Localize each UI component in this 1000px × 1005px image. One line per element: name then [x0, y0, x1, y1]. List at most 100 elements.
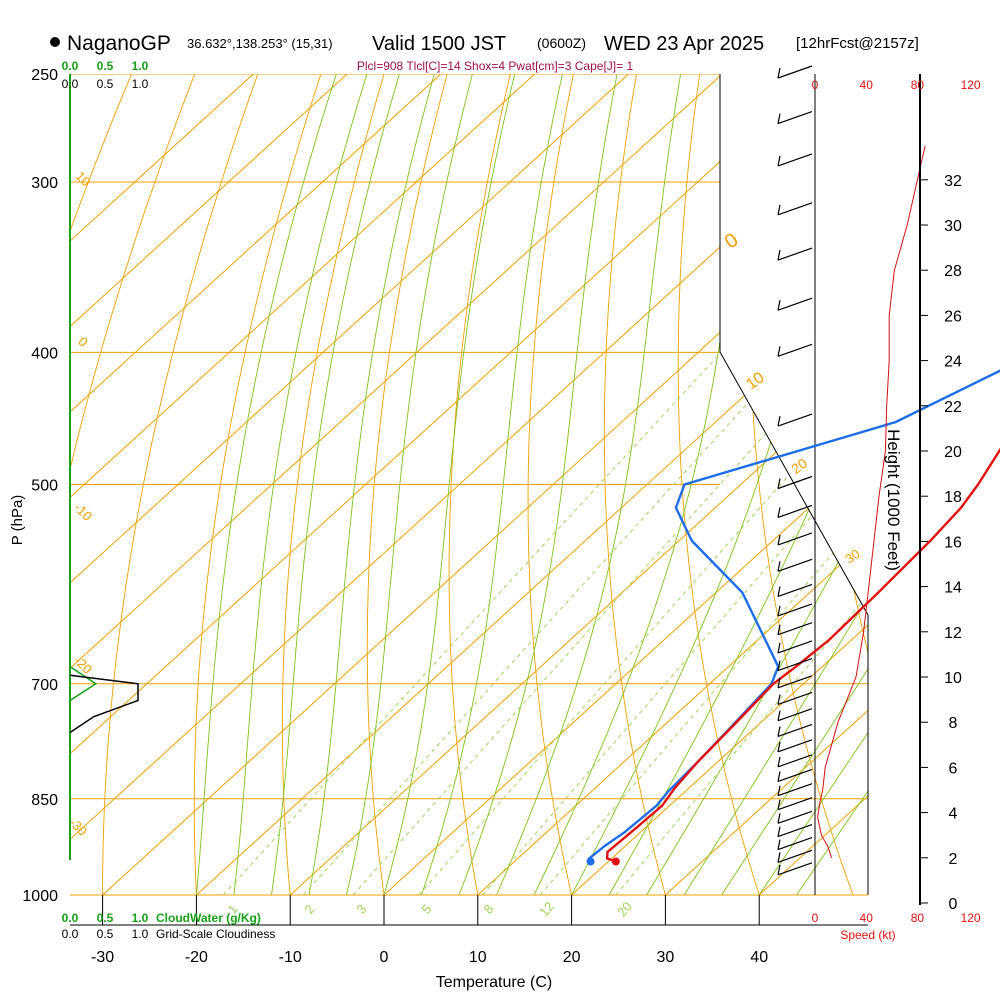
- isotherm-label: 10: [73, 168, 94, 189]
- wind-barb: [777, 603, 813, 617]
- moist-adiabat-line: [346, 74, 473, 895]
- height-axis-title: Height (1000 Feet): [884, 429, 903, 571]
- mixing-ratio-line: [303, 351, 795, 895]
- dry-adiabat-line: [448, 74, 517, 895]
- wind-barb-flag: [777, 586, 781, 597]
- wind-barb-flag: [777, 813, 781, 824]
- dry-adiabat-line: [193, 74, 330, 895]
- speed-tick-label-top: 40: [860, 78, 874, 92]
- site-coords: 36.632°,138.253° (15,31): [187, 36, 333, 51]
- temperature-surface-dot: [611, 857, 620, 866]
- isotherm-line: [70, 74, 442, 895]
- mixing-ratio-label: 8: [480, 902, 496, 917]
- wind-barb-flag: [777, 155, 781, 167]
- height-tick-label: 28: [944, 263, 962, 280]
- dry-adiabat-label: 0: [721, 229, 743, 253]
- wind-barb: [777, 849, 813, 863]
- cloudiness-tick-bottom: 0.0: [62, 927, 79, 941]
- wind-barb-flag: [777, 799, 781, 810]
- stability-indices: Plcl=908 Tlcl[C]=14 Shox=4 Pwat[cm]=3 Ca…: [357, 59, 634, 73]
- cloudwater-tick-top: 0.0: [62, 59, 79, 73]
- isotherm-line: [70, 74, 536, 895]
- wind-barb: [777, 824, 813, 838]
- dry-adiabat-line: [527, 74, 579, 895]
- isotherm-label: -20: [71, 653, 95, 677]
- mixing-ratio-label: 2: [301, 902, 317, 917]
- moist-adiabat-line: [646, 74, 868, 895]
- mixing-ratio-line: [418, 351, 868, 895]
- wind-barb-flag: [777, 785, 781, 796]
- x-tick-label: 10: [469, 949, 487, 966]
- mixing-ratio-label: 3: [353, 902, 369, 917]
- mixing-ratio-label: 20: [614, 899, 635, 920]
- site-dot-icon: [50, 37, 60, 47]
- mixing-ratio-label: 5: [418, 902, 434, 917]
- pressure-tick-label: 1000: [22, 888, 58, 905]
- speed-tick-label-bottom: 0: [812, 911, 819, 925]
- moist-adiabat-line: [496, 74, 682, 895]
- height-tick-label: 12: [944, 625, 962, 642]
- moist-adiabat-line: [796, 74, 868, 895]
- x-tick-label: -30: [91, 949, 114, 966]
- moist-adiabat-line: [270, 74, 400, 895]
- wind-barb-flag: [777, 534, 781, 546]
- wind-barb-flag: [777, 204, 781, 215]
- wind-barb-flag: [777, 642, 781, 654]
- wind-barb: [777, 475, 813, 490]
- cloudiness-axis-title: Grid-Scale Cloudiness: [156, 927, 275, 941]
- wind-barb: [777, 413, 813, 427]
- dry-adiabat-line: [102, 74, 267, 895]
- isotherm-line: [758, 74, 868, 895]
- isotherm-line: [70, 74, 348, 895]
- dewpoint-profile: [587, 369, 1000, 862]
- speed-tick-label-bottom: 40: [860, 911, 874, 925]
- cloudiness-tick-bottom: 1.0: [132, 927, 149, 941]
- wind-barb-flag: [777, 852, 781, 863]
- wind-barb-flag: [777, 756, 781, 767]
- cloudwater-tick-top: 1.0: [132, 59, 149, 73]
- wind-barb-flag: [777, 605, 781, 617]
- speed-axis-title: Speed (kt): [840, 928, 895, 942]
- wind-barb-flag: [777, 415, 781, 427]
- speed-tick-label-bottom: 80: [911, 911, 925, 925]
- wind-barb: [777, 708, 813, 722]
- wind-barb-flag: [777, 249, 781, 261]
- height-tick-label: 4: [949, 806, 958, 823]
- x-axis-title: Temperature (C): [436, 974, 552, 991]
- mixing-ratio-label: 12: [536, 899, 557, 920]
- isotherm-line: [70, 74, 629, 895]
- wind-barb: [777, 504, 813, 518]
- wind-barb: [777, 739, 813, 753]
- speed-tick-label-top: 120: [961, 78, 981, 92]
- height-tick-label: 2: [949, 851, 958, 868]
- wind-barb-flag: [777, 677, 781, 688]
- x-tick-label: 30: [657, 949, 675, 966]
- dry-adiabat-line: [677, 74, 760, 895]
- height-tick-label: 32: [944, 173, 962, 190]
- wind-barb-flag: [777, 726, 781, 737]
- wind-barb-flag: [777, 826, 781, 837]
- isotherm-label: 0: [75, 334, 91, 350]
- pressure-tick-label: 850: [31, 792, 58, 809]
- wind-barb-flag: [777, 561, 781, 572]
- wind-barb: [777, 768, 813, 783]
- cloudiness-tick-top: 1.0: [132, 77, 149, 91]
- dry-adiabat-line: [70, 74, 205, 895]
- wind-barb-flag: [777, 710, 781, 721]
- dewpoint-surface-dot: [586, 857, 595, 866]
- pressure-tick-label: 300: [31, 175, 58, 192]
- cloudwater-tick-bottom: 1.0: [132, 911, 149, 925]
- wind-speed-profile: [817, 145, 926, 858]
- forecast-info: [12hrFcst@2157z]: [796, 35, 919, 52]
- moist-adiabat-line: [721, 74, 868, 895]
- wind-barb-flag: [777, 113, 781, 124]
- wind-barb: [777, 247, 813, 261]
- x-tick-label: -20: [185, 949, 208, 966]
- moist-adiabat-line: [758, 74, 868, 895]
- isotherm-line: [289, 74, 868, 895]
- wind-barb: [777, 65, 813, 79]
- wind-barb: [777, 153, 813, 167]
- height-tick-label: 14: [944, 580, 962, 597]
- x-tick-label: 40: [750, 949, 768, 966]
